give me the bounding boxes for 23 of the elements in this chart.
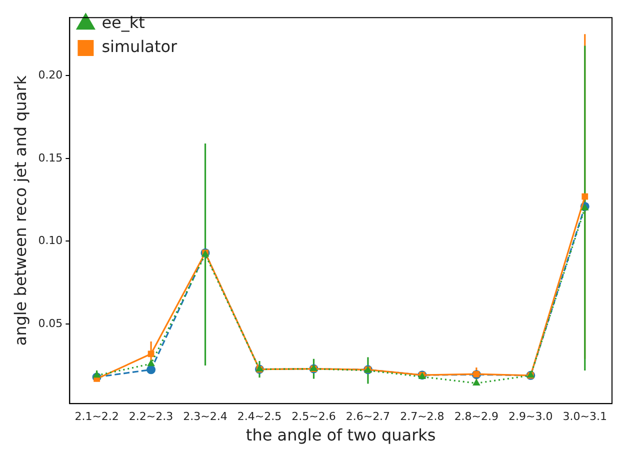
legend-label: simulator (102, 37, 178, 56)
x-tick-label: 2.5~2.6 (292, 410, 336, 424)
x-tick-label: 2.8~2.9 (454, 410, 499, 424)
y-tick-label: 0.20 (38, 68, 63, 82)
x-tick-label: 2.3~2.4 (183, 410, 228, 424)
y-axis-title: angle between reco jet and quark (10, 74, 30, 346)
y-tick-label: 0.15 (38, 151, 63, 164)
x-axis-title: the angle of two quarks (246, 426, 436, 445)
x-tick-label: 3.0~3.1 (562, 410, 607, 424)
point (148, 350, 154, 358)
x-tick-label: 2.9~3.0 (508, 410, 553, 424)
y-tick-label: 0.10 (38, 234, 63, 248)
legend-label: ee_kt (102, 13, 145, 32)
x-tick-label: 2.1~2.2 (74, 410, 119, 424)
x-tick-label: 2.4~2.5 (237, 410, 282, 424)
point (472, 378, 480, 386)
x-tick-label: 2.2~2.3 (128, 410, 174, 424)
point (147, 359, 155, 366)
point (146, 365, 156, 374)
x-tick-label: 2.6~2.7 (346, 410, 390, 424)
point (582, 193, 588, 200)
y-tick-label: 0.05 (38, 316, 63, 330)
x-tick-label: 2.7~2.8 (400, 410, 444, 424)
